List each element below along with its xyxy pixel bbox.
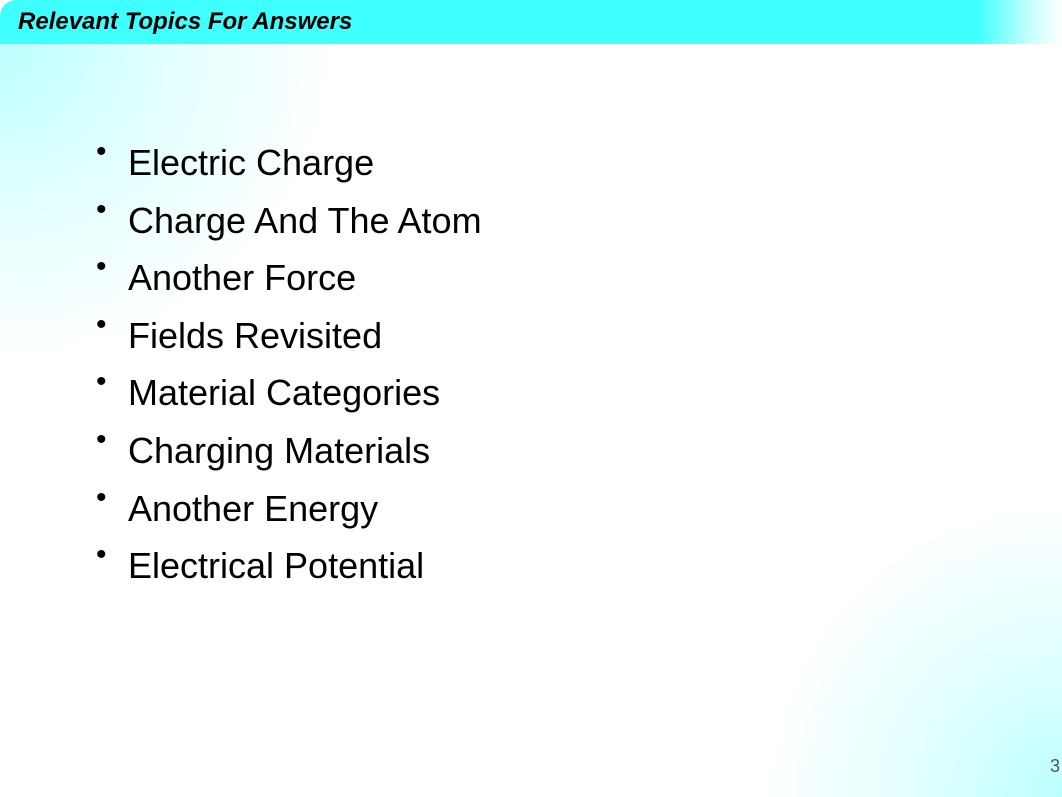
list-item: Material Categories <box>96 364 1062 422</box>
topic-list: Electric Charge Charge And The Atom Anot… <box>96 134 1062 595</box>
page-number: 3 <box>1050 756 1060 777</box>
list-item: Electric Charge <box>96 134 1062 192</box>
content-area: Electric Charge Charge And The Atom Anot… <box>0 44 1062 595</box>
header-bar: Relevant Topics For Answers <box>0 0 1062 44</box>
list-item: Another Energy <box>96 480 1062 538</box>
list-item: Charging Materials <box>96 422 1062 480</box>
list-item: Electrical Potential <box>96 537 1062 595</box>
list-item: Charge And The Atom <box>96 192 1062 250</box>
slide-title: Relevant Topics For Answers <box>18 8 352 36</box>
list-item: Another Force <box>96 249 1062 307</box>
list-item: Fields Revisited <box>96 307 1062 365</box>
